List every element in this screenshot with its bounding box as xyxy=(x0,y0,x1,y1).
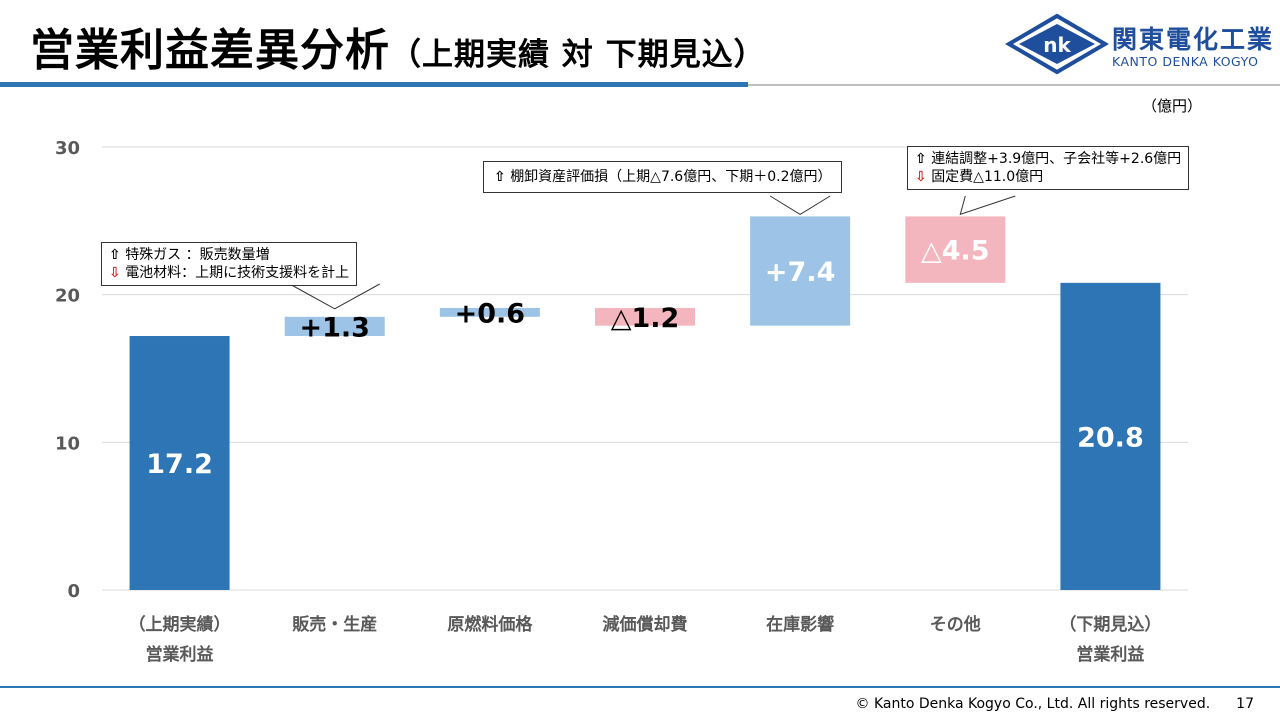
data-label: +0.6 xyxy=(455,298,525,329)
footer: © Kanto Denka Kogyo Co., Ltd. All rights… xyxy=(856,696,1255,712)
data-label: +7.4 xyxy=(765,257,835,288)
x-category-label: （下期見込） xyxy=(1059,614,1161,635)
x-category-label: 原燃料価格 xyxy=(447,614,533,635)
down-arrow-icon: ⇩ xyxy=(109,265,121,281)
footer-rule xyxy=(0,686,1280,688)
up-arrow-icon: ⇧ xyxy=(494,169,506,185)
title-underline xyxy=(0,82,748,87)
y-tick-label: 30 xyxy=(55,138,80,159)
y-tick-label: 20 xyxy=(55,286,80,307)
callout-inventory-up: 棚卸資産評価損（上期△7.6億円、下期＋0.2億円） xyxy=(510,169,832,185)
title-main: 営業利益差異分析 xyxy=(30,25,390,76)
company-name-jp: 関東電化工業 xyxy=(1112,25,1275,54)
y-tick-label: 10 xyxy=(55,433,80,454)
x-category-label: （上期実績） xyxy=(129,614,231,635)
data-label: 20.8 xyxy=(1077,422,1144,453)
callout-sales-up: 特殊ガス ：販売数量増 xyxy=(125,247,270,263)
data-label: △4.5 xyxy=(921,236,990,267)
callout-pointer xyxy=(289,283,380,310)
callout-other-down: 固定費△11.0億円 xyxy=(931,169,1044,185)
x-category-label: 在庫影響 xyxy=(766,614,834,635)
bar-increase xyxy=(284,316,385,337)
svg-text:nk: nk xyxy=(1043,33,1071,57)
bar-increase xyxy=(439,307,540,317)
title-underline-gray xyxy=(748,84,1280,86)
callout-other-up: 連結調整+3.9億円、子会社等+2.6億円 xyxy=(931,151,1182,167)
bar-decrease xyxy=(905,216,1006,283)
callout-pointer xyxy=(959,195,1016,216)
callout-inventory: ⇧ 棚卸資産評価損（上期△7.6億円、下期＋0.2億円） xyxy=(483,161,843,193)
x-category-label: 販売・生産 xyxy=(292,614,377,635)
page-number: 17 xyxy=(1236,696,1254,712)
data-label: △1.2 xyxy=(611,303,680,334)
callout-sales: ⇧ 特殊ガス ：販売数量増 ⇩ 電池材料：上期に技術支援料を計上 xyxy=(101,242,358,286)
bar-total xyxy=(1060,282,1161,590)
copyright: © Kanto Denka Kogyo Co., Ltd. All rights… xyxy=(855,696,1211,712)
page-title: 営業利益差異分析（上期実績 対 下期見込） xyxy=(30,14,766,78)
up-arrow-icon: ⇧ xyxy=(915,151,927,167)
bar-increase xyxy=(750,216,851,326)
unit-label: （億円） xyxy=(1141,97,1202,115)
waterfall-chart: 17.2 +1.3 +0.6 △1.2 +7.4 △4.5 20.8 0 10 20 30 （上期… xyxy=(55,138,1188,665)
bar-total xyxy=(129,336,230,590)
x-category-label: その他 xyxy=(930,614,981,635)
company-name-en: KANTO DENKA KOGYO xyxy=(1112,54,1259,69)
data-label: 17.2 xyxy=(146,449,213,480)
bar-decrease xyxy=(595,307,695,326)
callout-pointer xyxy=(769,195,831,215)
company-logo-icon: nk xyxy=(1005,13,1109,75)
up-arrow-icon: ⇧ xyxy=(109,247,121,263)
data-label: +1.3 xyxy=(299,312,369,343)
x-category-label: 営業利益 xyxy=(1076,644,1144,665)
callout-other: ⇧ 連結調整+3.9億円、子会社等+2.6億円 ⇩ 固定費△11.0億円 xyxy=(907,146,1190,190)
x-category-label: 減価償却費 xyxy=(603,614,688,635)
down-arrow-icon: ⇩ xyxy=(915,169,927,185)
x-category-label: 営業利益 xyxy=(146,644,214,665)
callout-sales-down: 電池材料：上期に技術支援料を計上 xyxy=(125,265,350,281)
y-tick-label: 0 xyxy=(67,581,80,602)
title-sub: （上期実績 対 下期見込） xyxy=(390,37,766,73)
